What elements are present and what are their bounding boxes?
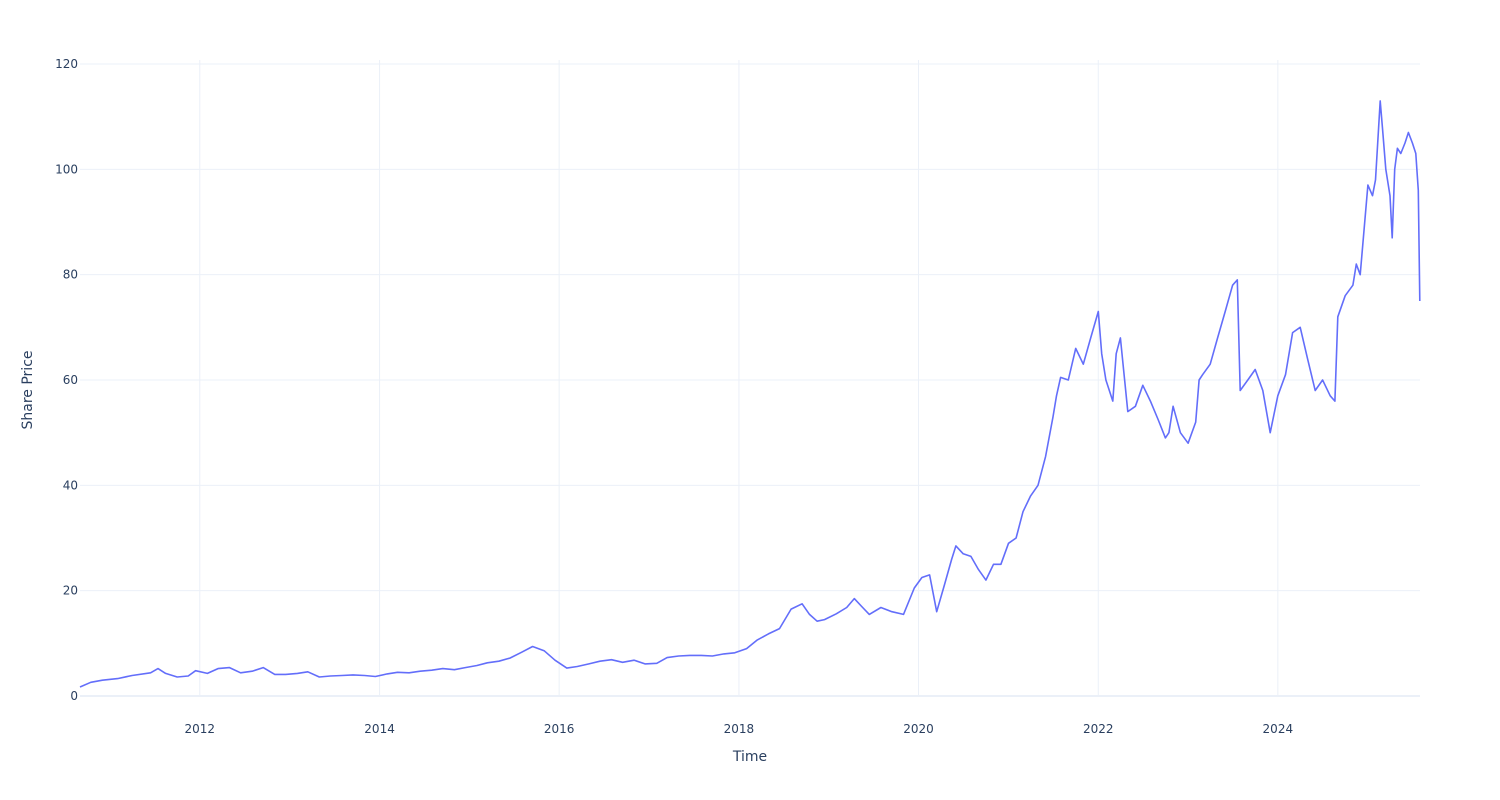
y-axis-ticks: 0 20 40 60 80 100 120: [55, 57, 78, 703]
x-tick-label: 2018: [724, 722, 755, 736]
y-tick-label: 20: [63, 584, 78, 598]
y-tick-label: 80: [63, 268, 78, 282]
x-tick-label: 2020: [903, 722, 934, 736]
x-tick-label: 2024: [1263, 722, 1294, 736]
x-tick-label: 2014: [364, 722, 395, 736]
y-tick-label: 40: [63, 478, 78, 492]
x-tick-label: 2012: [185, 722, 216, 736]
y-tick-label: 60: [63, 373, 78, 387]
series-layer: [79, 100, 1421, 688]
y-tick-label: 0: [70, 689, 78, 703]
x-axis-title: Time: [732, 749, 767, 765]
x-axis-ticks: 2012 2014 2016 2018 2020 2022 2024: [185, 722, 1294, 736]
y-tick-label: 100: [55, 162, 78, 176]
y-axis-title: Share Price: [20, 350, 36, 429]
x-tick-label: 2016: [544, 722, 575, 736]
x-tick-label: 2022: [1083, 722, 1114, 736]
series-line: [79, 100, 1421, 688]
y-tick-label: 120: [55, 57, 78, 71]
gridlines: [80, 60, 1420, 697]
